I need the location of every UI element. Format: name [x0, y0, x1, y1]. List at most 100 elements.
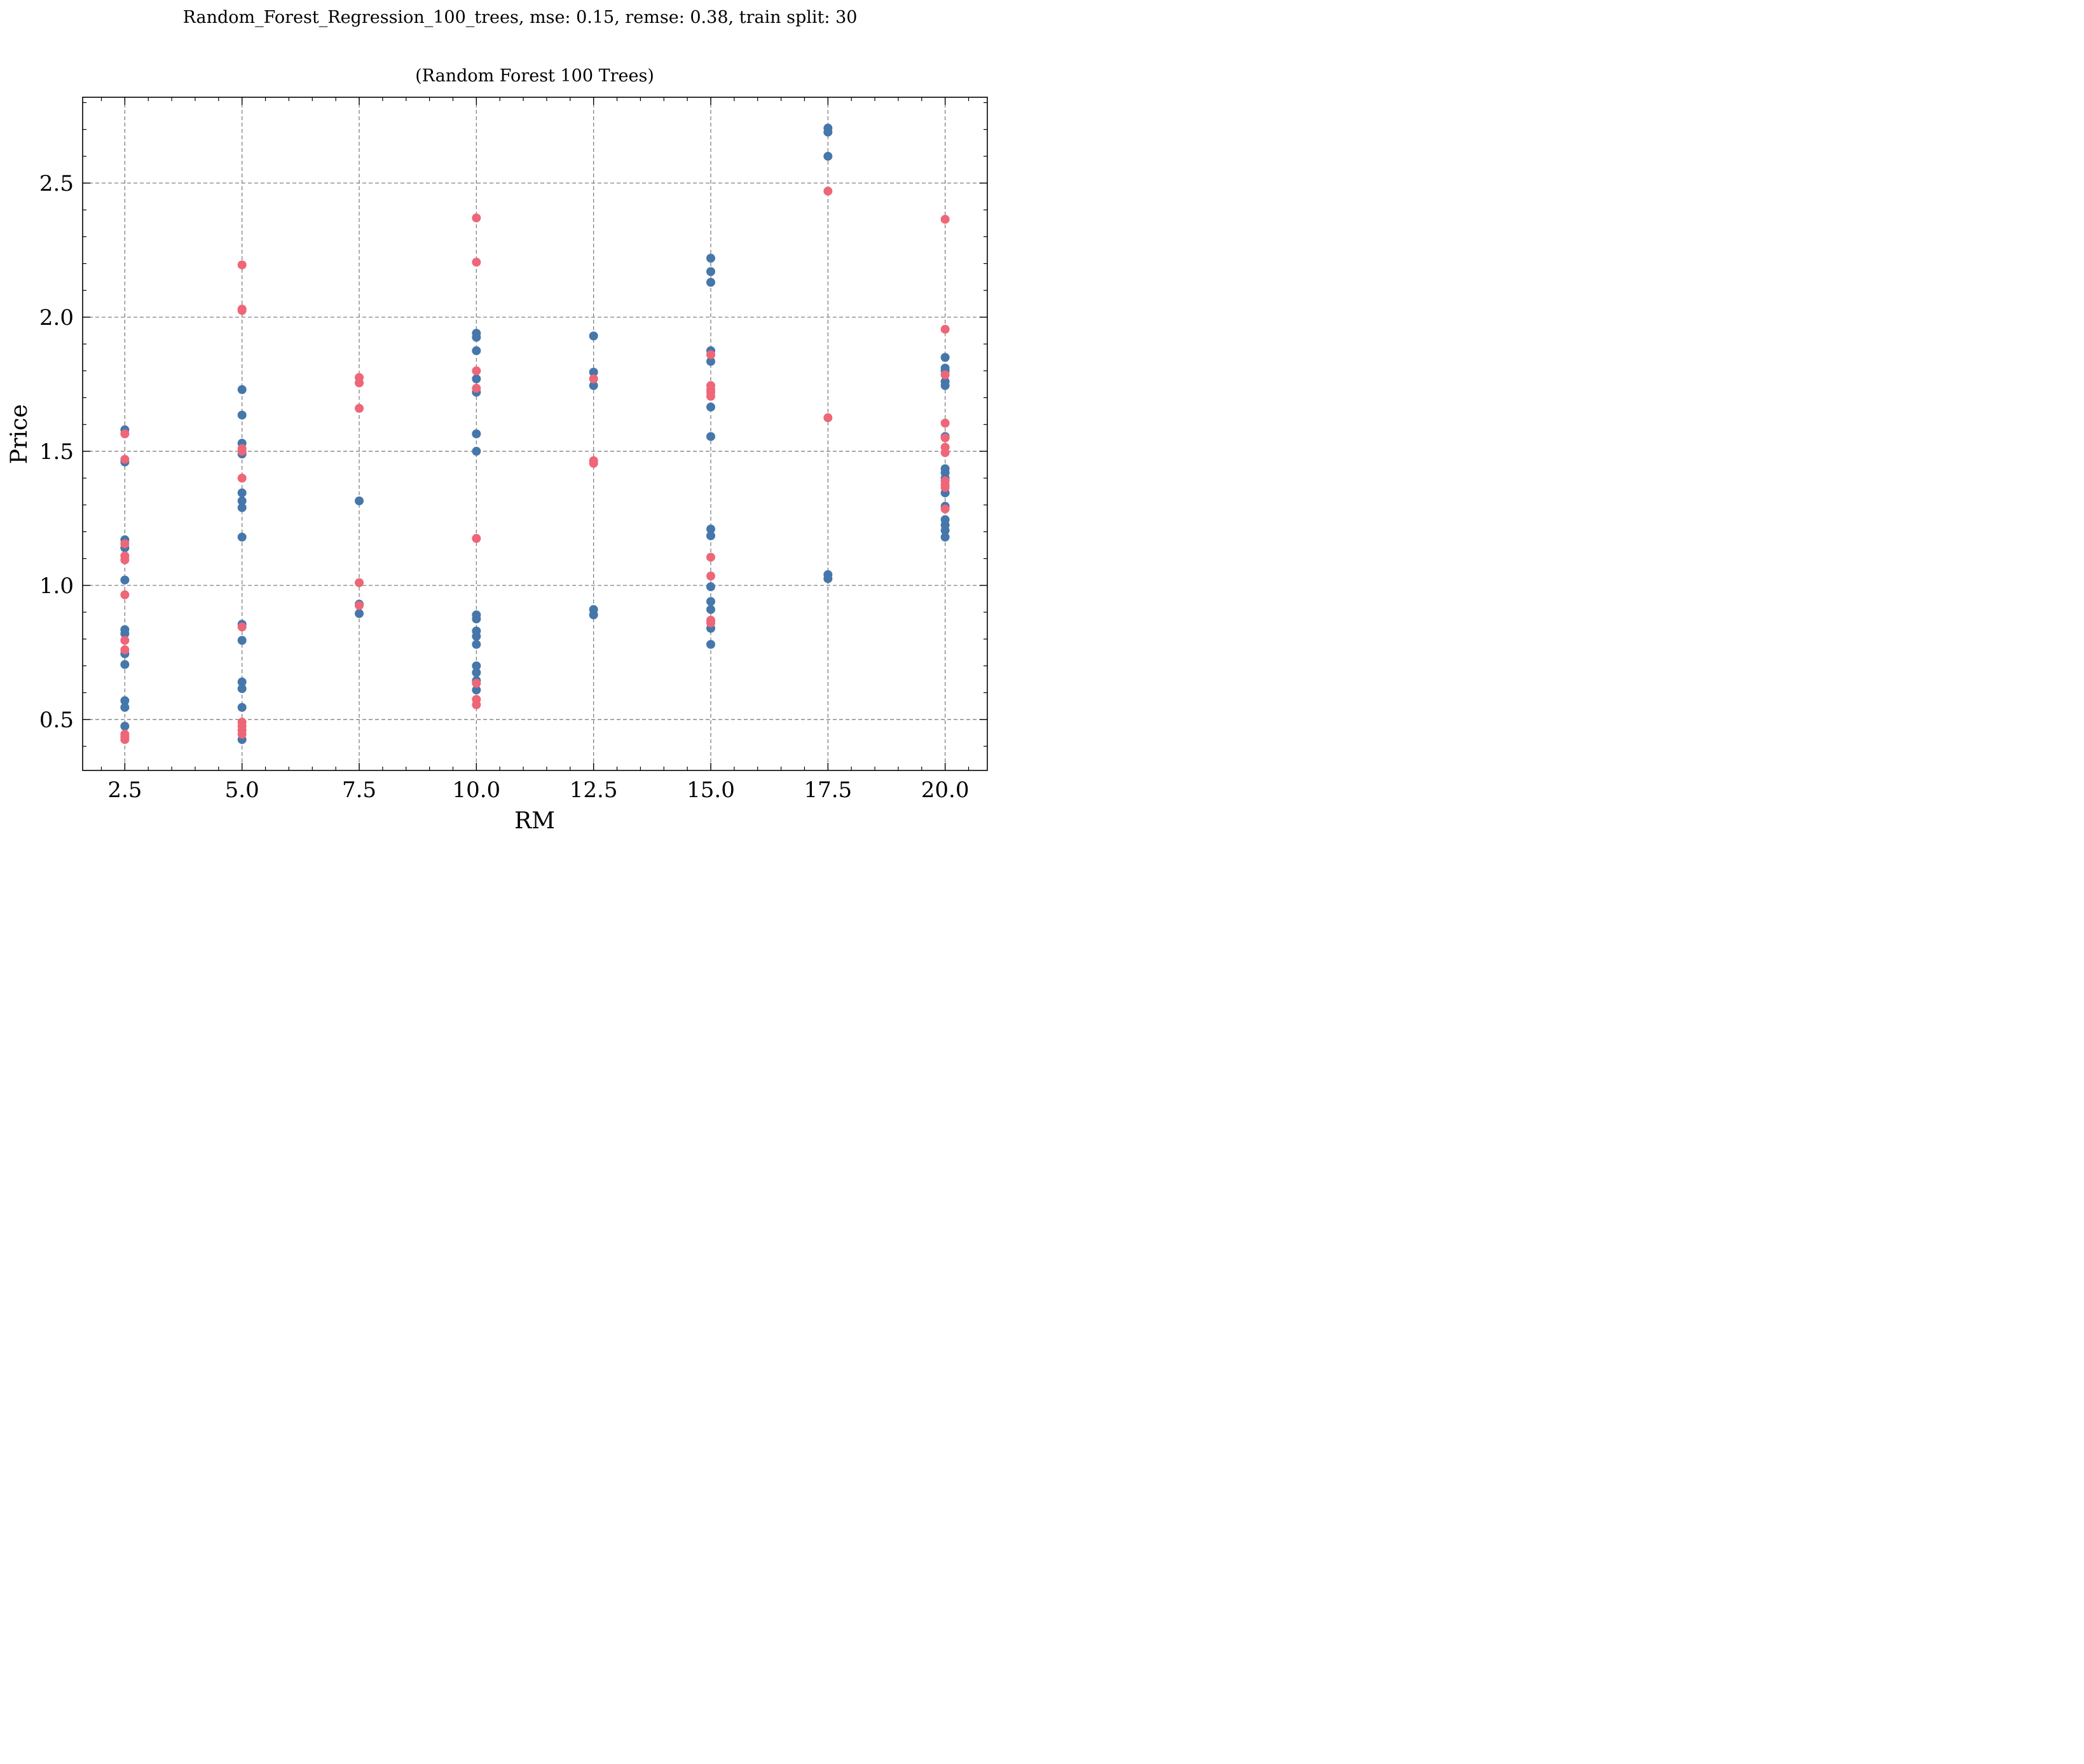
series-2-point: [940, 370, 950, 379]
x-tick-label: 7.5: [342, 777, 376, 803]
x-tick-label: 2.5: [107, 777, 142, 803]
series-2-point: [472, 700, 481, 709]
series-2-point: [706, 571, 715, 581]
series-2-point: [472, 213, 481, 222]
series-1-point: [823, 151, 833, 161]
series-2-point: [237, 622, 247, 632]
series-1-point: [472, 661, 481, 671]
plot-frame: [82, 97, 988, 771]
series-1-point: [940, 381, 950, 390]
series-1-point: [706, 254, 715, 263]
series-1-point: [706, 357, 715, 366]
series-2-point: [823, 186, 833, 196]
y-tick-label: 1.0: [39, 573, 74, 599]
series-2-point: [472, 534, 481, 544]
series-1-point: [706, 267, 715, 277]
y-tick-label: 2.5: [39, 171, 74, 196]
series-1-point: [472, 374, 481, 384]
series-2-point: [472, 678, 481, 688]
series-1-point: [706, 597, 715, 606]
series-1-point: [472, 429, 481, 439]
series-1-point: [589, 381, 598, 390]
series-2-point: [472, 383, 481, 393]
series-1-point: [472, 639, 481, 649]
series-1-point: [237, 677, 247, 687]
series-1-point: [706, 605, 715, 614]
series-1-point: [355, 496, 364, 505]
series-1-point: [472, 632, 481, 641]
series-1-point: [237, 636, 247, 645]
figure-suptitle: Random_Forest_Regression_100_trees, mse:…: [183, 8, 858, 27]
data-points: [120, 123, 950, 744]
series-2-point: [472, 257, 481, 267]
series-2-point: [940, 504, 950, 514]
series-2-point: [355, 601, 364, 610]
series-1-point: [237, 684, 247, 694]
series-2-point: [355, 578, 364, 587]
y-tick-label: 0.5: [39, 708, 74, 733]
series-1-point: [237, 532, 247, 542]
x-axis-label: RM: [514, 808, 555, 834]
series-1-point: [940, 532, 950, 542]
x-tick-label: 20.0: [921, 777, 970, 803]
series-2-point: [120, 455, 130, 464]
series-1-point: [706, 582, 715, 591]
series-1-point: [237, 702, 247, 712]
series-1-point: [472, 614, 481, 624]
series-2-point: [940, 324, 950, 334]
series-1-point: [120, 629, 130, 638]
scatter-chart: Random_Forest_Regression_100_trees, mse:…: [6, 8, 988, 834]
series-2-point: [940, 433, 950, 442]
series-1-point: [237, 410, 247, 420]
series-2-point: [472, 366, 481, 376]
x-tick-label: 17.5: [804, 777, 852, 803]
series-1-point: [237, 385, 247, 394]
series-2-point: [120, 590, 130, 599]
x-tick-label: 12.5: [570, 777, 618, 803]
series-1-point: [823, 127, 833, 137]
series-1-point: [706, 531, 715, 540]
series-2-point: [237, 474, 247, 483]
series-1-point: [589, 610, 598, 620]
series-1-point: [706, 524, 715, 534]
series-1-point: [940, 526, 950, 535]
y-tick-label: 2.0: [39, 305, 74, 331]
series-2-point: [940, 214, 950, 224]
series-2-point: [120, 555, 130, 564]
series-2-point: [823, 413, 833, 423]
axes: 2.5 5.0 7.5 10.0 12.5 15.0 17.5 20.0 0.5 1.0 1.5 2.…: [39, 97, 988, 803]
series-1-point: [237, 496, 247, 505]
series-2-point: [589, 374, 598, 384]
series-1-point: [472, 685, 481, 695]
series-1-point: [823, 574, 833, 584]
series-2-point: [237, 446, 247, 456]
series-1-point: [706, 432, 715, 441]
series-2-point: [940, 482, 950, 492]
series-1-point: [472, 346, 481, 355]
grid-lines: [83, 97, 987, 770]
series-1-point: [706, 278, 715, 287]
chart-title: (Random Forest 100 Trees): [415, 66, 654, 86]
series-2-point: [355, 404, 364, 413]
y-tick-label: 1.5: [39, 439, 74, 465]
series-2-point: [237, 260, 247, 270]
series-2-point: [589, 458, 598, 468]
series-1-point: [472, 668, 481, 678]
x-tick-label: 15.0: [687, 777, 735, 803]
series-2-point: [120, 636, 130, 645]
series-1-point: [940, 353, 950, 362]
x-tick-label: 5.0: [225, 777, 259, 803]
series-2-point: [355, 378, 364, 388]
series-1-point: [589, 331, 598, 341]
series-1-point: [472, 332, 481, 342]
series-1-point: [706, 639, 715, 649]
series-1-point: [237, 503, 247, 512]
series-2-point: [120, 645, 130, 655]
series-1-point: [120, 702, 130, 712]
series-1-point: [120, 660, 130, 669]
series-1-point: [706, 402, 715, 412]
series-2-point: [940, 418, 950, 428]
series-1-point: [120, 696, 130, 706]
series-2-point: [120, 429, 130, 439]
y-axis-label: Price: [6, 404, 32, 464]
